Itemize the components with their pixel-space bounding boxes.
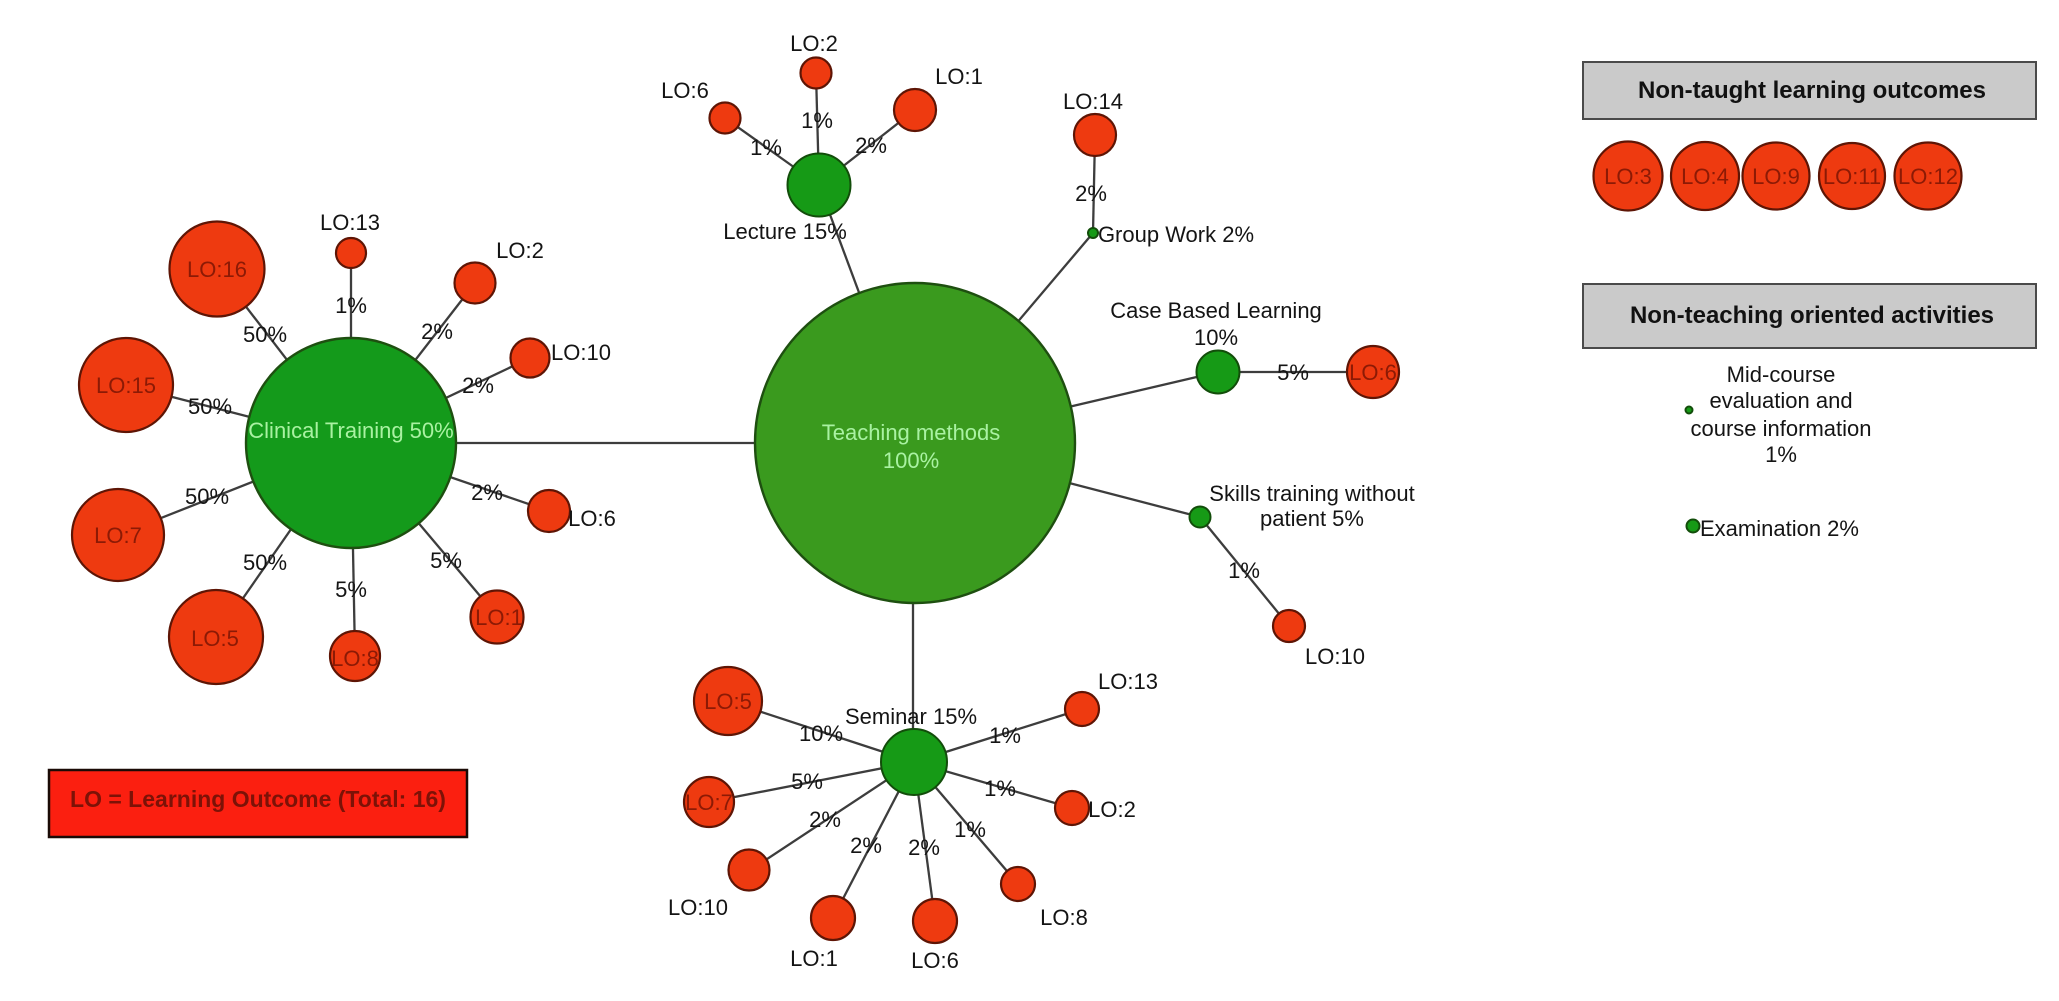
- svg-text:patient 5%: patient 5%: [1260, 506, 1364, 531]
- svg-text:2%: 2%: [462, 373, 494, 398]
- svg-text:LO:1: LO:1: [790, 946, 838, 971]
- svg-text:LO:1: LO:1: [935, 64, 983, 89]
- svg-text:1%: 1%: [1228, 558, 1260, 583]
- svg-text:5%: 5%: [791, 769, 823, 794]
- svg-text:1%: 1%: [954, 817, 986, 842]
- svg-text:LO:7: LO:7: [94, 523, 142, 548]
- svg-text:LO:16: LO:16: [187, 257, 247, 282]
- svg-text:LO:5: LO:5: [704, 689, 752, 714]
- svg-text:Non-taught learning outcomes: Non-taught learning outcomes: [1638, 77, 1986, 104]
- svg-text:LO:2: LO:2: [496, 238, 544, 263]
- svg-text:LO:5: LO:5: [191, 626, 239, 651]
- svg-text:LO:6: LO:6: [568, 506, 616, 531]
- svg-text:LO:15: LO:15: [96, 373, 156, 398]
- svg-text:LO:13: LO:13: [1098, 669, 1158, 694]
- svg-text:LO:10: LO:10: [668, 895, 728, 920]
- svg-text:LO:1: LO:1: [475, 605, 523, 630]
- svg-text:1%: 1%: [801, 108, 833, 133]
- svg-text:Mid-course: Mid-course: [1727, 362, 1836, 387]
- svg-text:5%: 5%: [1277, 360, 1309, 385]
- svg-text:Skills training without: Skills training without: [1209, 481, 1414, 506]
- svg-text:LO:8: LO:8: [331, 646, 379, 671]
- svg-text:LO:12: LO:12: [1898, 164, 1958, 189]
- svg-text:5%: 5%: [335, 577, 367, 602]
- svg-text:Seminar 15%: Seminar 15%: [845, 704, 977, 729]
- svg-text:2%: 2%: [421, 319, 453, 344]
- svg-text:LO:9: LO:9: [1752, 164, 1800, 189]
- svg-text:evaluation and: evaluation and: [1709, 388, 1852, 413]
- svg-text:Case Based Learning: Case Based Learning: [1110, 298, 1322, 323]
- svg-text:1%: 1%: [984, 776, 1016, 801]
- svg-text:50%: 50%: [185, 484, 229, 509]
- svg-text:LO:7: LO:7: [685, 790, 733, 815]
- svg-text:LO:6: LO:6: [1349, 360, 1397, 385]
- svg-text:LO:4: LO:4: [1681, 164, 1729, 189]
- svg-text:50%: 50%: [243, 550, 287, 575]
- svg-text:LO:14: LO:14: [1063, 89, 1123, 114]
- svg-text:2%: 2%: [850, 833, 882, 858]
- svg-text:100%: 100%: [883, 448, 939, 473]
- svg-text:course information: course information: [1691, 416, 1872, 441]
- svg-text:2%: 2%: [855, 133, 887, 158]
- svg-text:2%: 2%: [471, 480, 503, 505]
- svg-text:LO:2: LO:2: [790, 31, 838, 56]
- svg-text:Non-teaching oriented activiti: Non-teaching oriented activities: [1630, 302, 1994, 329]
- svg-text:LO:10: LO:10: [551, 340, 611, 365]
- svg-text:LO:8: LO:8: [1040, 905, 1088, 930]
- svg-text:LO:2: LO:2: [1088, 797, 1136, 822]
- svg-text:10%: 10%: [1194, 325, 1238, 350]
- svg-text:LO:10: LO:10: [1305, 644, 1365, 669]
- svg-text:50%: 50%: [188, 394, 232, 419]
- svg-text:LO:6: LO:6: [661, 78, 709, 103]
- svg-text:Clinical Training 50%: Clinical Training 50%: [248, 418, 453, 443]
- svg-text:Examination 2%: Examination 2%: [1700, 516, 1859, 541]
- svg-text:5%: 5%: [430, 548, 462, 573]
- svg-text:2%: 2%: [809, 807, 841, 832]
- svg-text:1%: 1%: [750, 135, 782, 160]
- svg-text:50%: 50%: [243, 322, 287, 347]
- svg-text:2%: 2%: [908, 835, 940, 860]
- svg-text:2%: 2%: [1075, 181, 1107, 206]
- svg-text:Teaching methods: Teaching methods: [822, 420, 1001, 445]
- svg-text:1%: 1%: [335, 293, 367, 318]
- svg-text:LO = Learning Outcome (Total:: LO = Learning Outcome (Total: 16): [70, 786, 446, 812]
- svg-text:LO:6: LO:6: [911, 948, 959, 973]
- svg-text:Group Work 2%: Group Work 2%: [1098, 222, 1254, 247]
- svg-text:Lecture 15%: Lecture 15%: [723, 219, 847, 244]
- svg-text:1%: 1%: [989, 723, 1021, 748]
- svg-text:LO:11: LO:11: [1823, 164, 1881, 189]
- svg-text:LO:13: LO:13: [320, 210, 380, 235]
- svg-text:10%: 10%: [799, 721, 843, 746]
- svg-text:LO:3: LO:3: [1604, 164, 1652, 189]
- svg-text:1%: 1%: [1765, 442, 1797, 467]
